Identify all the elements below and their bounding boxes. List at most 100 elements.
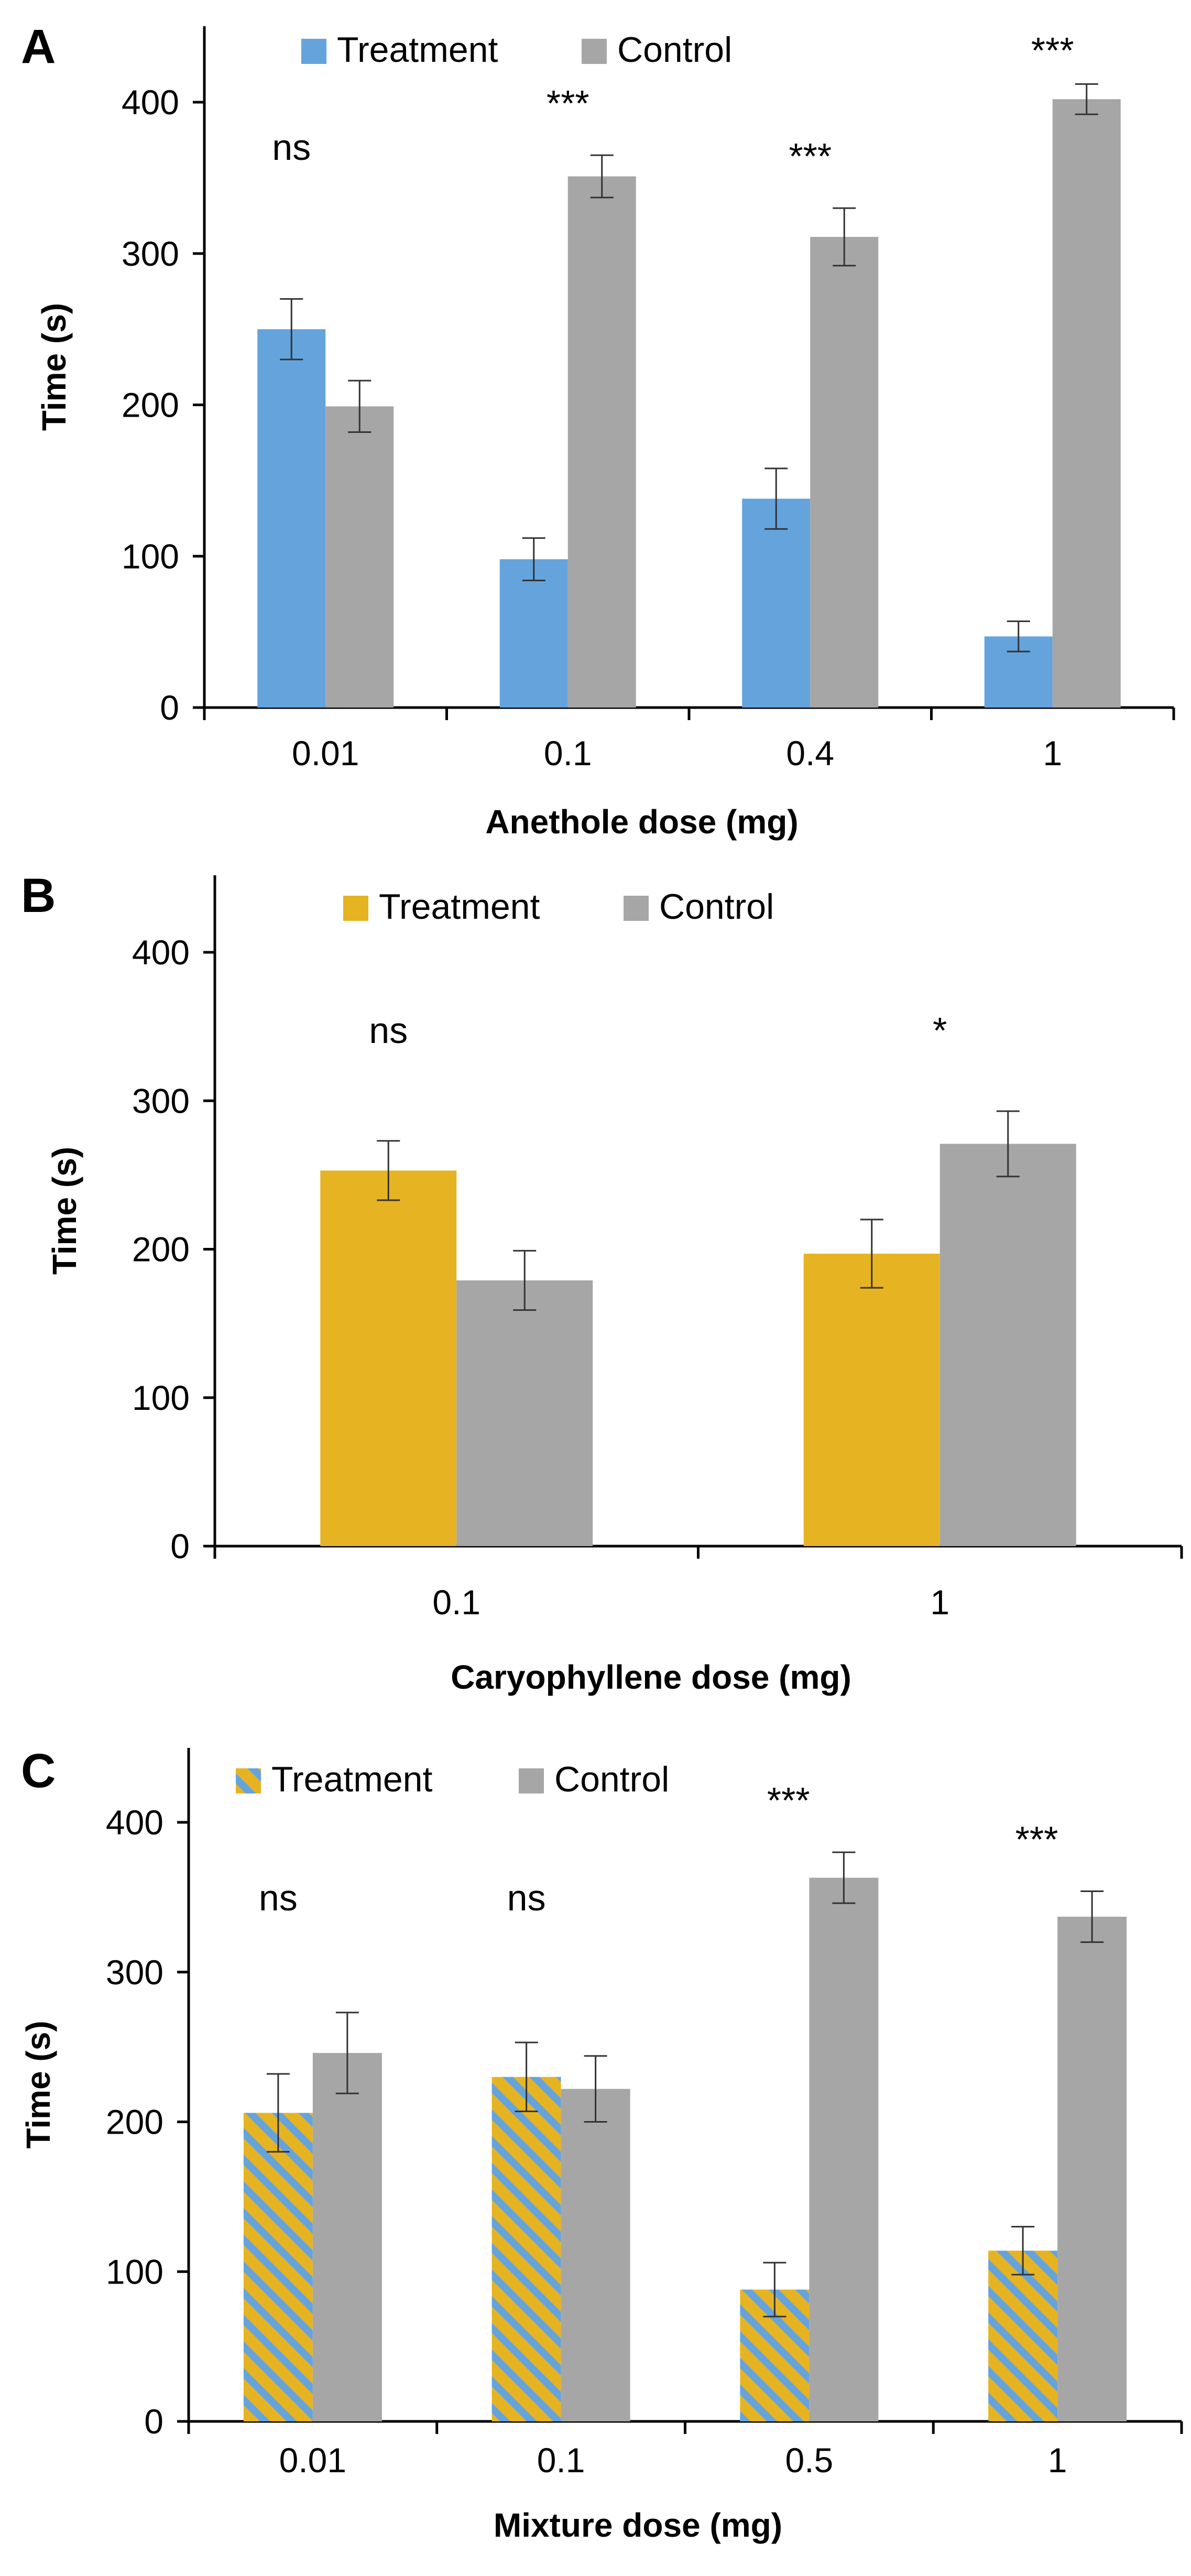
significance-label-1: ns bbox=[272, 127, 311, 168]
error-bar-control-3 bbox=[833, 207, 856, 267]
bar-control-3 bbox=[810, 236, 879, 708]
bar-treatment-2 bbox=[491, 2077, 561, 2421]
significance-label-4: *** bbox=[1031, 30, 1074, 71]
y-axis-title: Time (s) bbox=[35, 303, 73, 431]
y-tick-label: 400 bbox=[132, 933, 190, 972]
error-bar-treatment-1 bbox=[280, 298, 303, 361]
x-axis-title: Anethole dose (mg) bbox=[485, 803, 798, 841]
legend-swatch-control bbox=[624, 896, 649, 921]
error-bar-control-4 bbox=[1075, 83, 1098, 115]
y-tick-label: 300 bbox=[132, 1081, 190, 1120]
y-tick-label: 100 bbox=[122, 537, 179, 575]
bar-treatment-4 bbox=[988, 2251, 1058, 2421]
legend-label-control: Control bbox=[617, 30, 732, 70]
bar-treatment-2 bbox=[803, 1253, 940, 1546]
y-axis-title: Time (s) bbox=[19, 2020, 57, 2148]
y-tick-label: 0 bbox=[160, 688, 179, 727]
bar-control-1 bbox=[325, 406, 394, 708]
x-tick-label: 0.01 bbox=[292, 734, 359, 773]
legend: Treatment Control bbox=[301, 30, 732, 70]
y-tick-label: 300 bbox=[106, 1953, 163, 1992]
significance-label-4: *** bbox=[1015, 1819, 1058, 1860]
error-bar-control-4 bbox=[1080, 1890, 1104, 1943]
bar-control-4 bbox=[1052, 99, 1121, 708]
significance-label-1: ns bbox=[369, 1010, 408, 1051]
legend: Treatment Control bbox=[236, 1759, 669, 1799]
error-bar-treatment-4 bbox=[1011, 2226, 1035, 2276]
error-bar-control-2 bbox=[996, 1110, 1020, 1178]
x-tick-label: 0.1 bbox=[544, 734, 592, 773]
legend-label-control: Control bbox=[554, 1759, 669, 1799]
significance-label-1: ns bbox=[259, 1877, 298, 1918]
x-tick-label: 0.1 bbox=[432, 1583, 480, 1622]
legend-swatch-control bbox=[582, 39, 607, 64]
panel-letter: A bbox=[21, 20, 56, 73]
x-tick-label: 1 bbox=[1048, 2441, 1067, 2480]
legend-swatch-treatment bbox=[343, 896, 368, 921]
y-tick-label: 100 bbox=[106, 2252, 163, 2291]
bar-treatment-1 bbox=[243, 2113, 313, 2421]
error-bar-treatment-2 bbox=[522, 537, 545, 581]
error-bar-control-1 bbox=[335, 2012, 359, 2094]
x-tick-label: 0.01 bbox=[279, 2441, 346, 2480]
y-tick-label: 400 bbox=[106, 1803, 163, 1842]
chart-panel-b: B 0 100 200 300 400 Time (s) 0.1 ns 1 * Treatment Co… bbox=[21, 869, 1183, 1696]
bar-control-2 bbox=[939, 1144, 1076, 1546]
legend-swatch-control bbox=[519, 1768, 544, 1794]
y-tick-label: 200 bbox=[106, 2103, 163, 2142]
error-bar-control-1 bbox=[513, 1249, 537, 1311]
legend-label-control: Control bbox=[659, 887, 774, 927]
error-bar-treatment-1 bbox=[266, 2073, 290, 2153]
legend-label-treatment: Treatment bbox=[271, 1759, 432, 1799]
y-tick-label: 0 bbox=[170, 1527, 190, 1566]
x-tick-label: 1 bbox=[930, 1583, 949, 1622]
bar-control-2 bbox=[567, 176, 636, 708]
legend-swatch-treatment bbox=[301, 39, 326, 64]
y-tick-label: 200 bbox=[122, 386, 179, 425]
bar-control-3 bbox=[809, 1877, 879, 2421]
significance-label-2: * bbox=[933, 1010, 947, 1051]
y-tick-label: 200 bbox=[132, 1230, 190, 1269]
bar-treatment-1 bbox=[257, 329, 326, 708]
bar-treatment-3 bbox=[742, 498, 811, 708]
error-bar-control-3 bbox=[832, 1851, 856, 1904]
error-bar-control-2 bbox=[584, 2055, 607, 2123]
error-bar-treatment-1 bbox=[377, 1140, 400, 1201]
panel-letter: B bbox=[21, 869, 56, 922]
significance-label-2: ns bbox=[507, 1877, 546, 1918]
x-axis-title: Mixture dose (mg) bbox=[494, 2506, 782, 2544]
panel-letter: C bbox=[21, 1744, 56, 1798]
chart-panel-c: C 0 100 200 300 400 Time (s) 0.01 ns 0.1 ns 0.5 *** 1… bbox=[19, 1744, 1183, 2544]
significance-label-2: *** bbox=[547, 83, 589, 124]
legend-label-treatment: Treatment bbox=[379, 887, 540, 927]
error-bar-treatment-3 bbox=[763, 2262, 786, 2318]
legend-swatch-treatment bbox=[236, 1768, 261, 1794]
error-bar-treatment-2 bbox=[515, 2041, 538, 2112]
y-tick-label: 400 bbox=[122, 83, 179, 122]
error-bar-control-2 bbox=[590, 154, 614, 199]
x-axis-title: Caryophyllene dose (mg) bbox=[451, 1658, 851, 1696]
bar-control-2 bbox=[561, 2089, 630, 2421]
error-bar-treatment-3 bbox=[764, 468, 788, 530]
x-tick-label: 0.5 bbox=[785, 2441, 834, 2480]
error-bar-treatment-4 bbox=[1007, 620, 1030, 653]
chart-panel-a: A 0 100 200 300 400 Time (s) 0.01 ns 0.1 *** 0.4 ***… bbox=[21, 20, 1175, 841]
error-bar-treatment-2 bbox=[860, 1219, 883, 1289]
x-tick-label: 1 bbox=[1043, 734, 1062, 773]
y-tick-label: 300 bbox=[122, 234, 179, 273]
bar-treatment-2 bbox=[499, 559, 568, 708]
legend-label-treatment: Treatment bbox=[337, 30, 498, 70]
bar-control-1 bbox=[312, 2053, 382, 2421]
y-tick-label: 100 bbox=[132, 1378, 190, 1417]
x-tick-label: 0.4 bbox=[786, 734, 834, 773]
y-axis-title: Time (s) bbox=[46, 1147, 83, 1275]
y-tick-label: 0 bbox=[144, 2402, 163, 2441]
bar-treatment-1 bbox=[320, 1170, 457, 1546]
bar-control-1 bbox=[456, 1280, 593, 1546]
bar-control-4 bbox=[1057, 1917, 1127, 2421]
significance-label-3: *** bbox=[789, 136, 832, 177]
error-bar-control-1 bbox=[348, 379, 371, 433]
significance-label-3: *** bbox=[767, 1780, 810, 1821]
